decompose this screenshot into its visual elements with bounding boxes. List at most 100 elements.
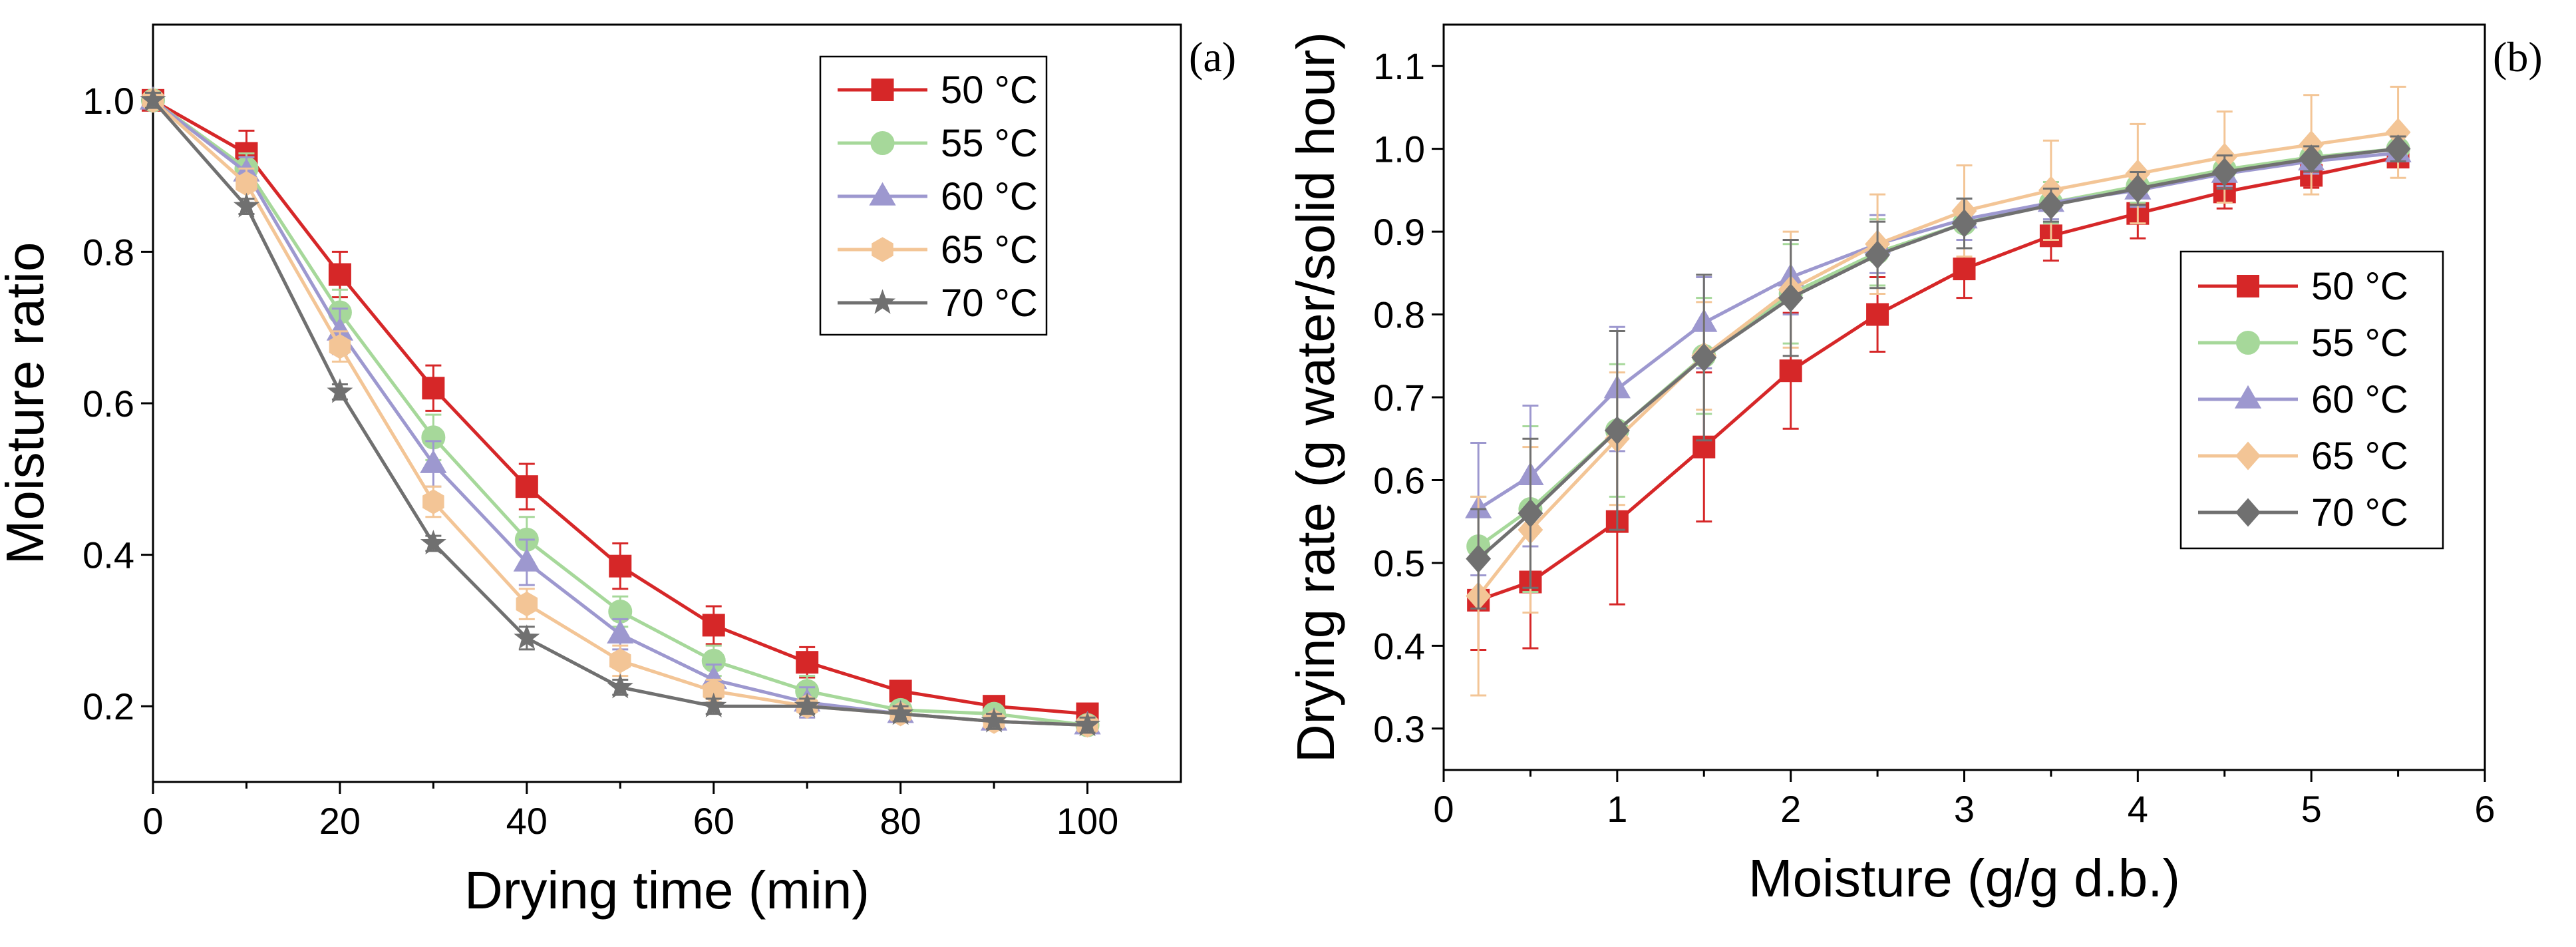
x-tick-label: 2 [1780, 788, 1801, 830]
x-tick-label: 1 [1607, 788, 1627, 830]
x-tick-label: 6 [2474, 788, 2495, 830]
data-point [1466, 544, 1492, 574]
data-point [1074, 711, 1101, 737]
y-tick-label: 1.0 [1373, 128, 1425, 170]
y-tick-label: 0.8 [82, 231, 134, 273]
data-point [887, 700, 914, 725]
y-tick-label: 0.6 [1373, 459, 1425, 501]
series-line [1477, 130, 2398, 598]
y-axis-title: Moisture ratio [0, 242, 55, 565]
data-point [701, 692, 727, 717]
panel-label: (b) [2493, 33, 2543, 81]
data-point [422, 489, 444, 514]
y-axis-title: Drying rate (g water/solid hour) [1286, 32, 1345, 763]
data-point [329, 333, 351, 359]
legend-label: 55 °C [941, 122, 1038, 165]
legend: 50 °C 55 °C 60 °C 65 °C 70 °C [819, 55, 1048, 336]
legend-label: 65 °C [2311, 435, 2408, 478]
data-point [609, 648, 631, 673]
x-tick-label: 0 [1433, 788, 1454, 830]
legend-marker [869, 182, 896, 206]
data-point [236, 171, 257, 196]
legend-marker [871, 79, 894, 101]
legend-label: 60 °C [2311, 378, 2408, 421]
legend-marker [2237, 275, 2259, 297]
data-point [2385, 134, 2411, 164]
x-tick-label: 100 [1056, 800, 1118, 842]
x-tick-label: 20 [319, 800, 361, 842]
legend: 50 °C 55 °C 60 °C 65 °C 70 °C [2179, 250, 2444, 550]
data-point [327, 378, 353, 403]
chart-panel-b: 0 1 2 3 4 5 6 0.3 0.4 0.5 0.6 0.7 0.8 0.9 1.0 1.1 Moistu… [1286, 23, 2543, 908]
y-tick-label: 0.4 [82, 534, 134, 576]
legend-marker [2235, 498, 2261, 527]
data-point [2211, 157, 2237, 187]
x-tick-label: 80 [880, 800, 921, 842]
series-line [1477, 147, 2398, 560]
y-tick-label: 1.0 [82, 80, 134, 122]
y-tick-label: 0.3 [1373, 708, 1425, 750]
data-point [702, 614, 725, 637]
series-line [1477, 151, 2398, 511]
y-tick-label: 0.9 [1373, 211, 1425, 253]
data-point [422, 377, 445, 400]
data-point [1951, 209, 1977, 238]
data-point [233, 192, 260, 218]
x-tick-label: 40 [506, 800, 548, 842]
data-point [607, 673, 633, 699]
data-point [2125, 174, 2151, 203]
x-axis-title: Moisture (g/g d.b.) [1748, 849, 2180, 908]
data-point [1865, 240, 1891, 270]
data-point [513, 548, 540, 572]
legend-label: 70 °C [941, 282, 1038, 325]
legend-marker [2234, 385, 2262, 409]
legend-label: 60 °C [941, 175, 1038, 218]
legend-marker [872, 237, 893, 262]
legend-marker [870, 131, 895, 155]
data-point [514, 624, 540, 650]
data-point [609, 554, 632, 578]
data-point [516, 591, 538, 617]
data-point [1953, 258, 1976, 281]
data-point [140, 87, 166, 112]
series-line [1478, 155, 2399, 602]
x-tick-label: 3 [1954, 788, 1975, 830]
data-point [2038, 190, 2064, 220]
data-point [1779, 359, 1802, 383]
x-tick-label: 0 [142, 800, 163, 842]
legend-label: 50 °C [941, 69, 1038, 112]
data-point [328, 263, 351, 286]
y-tick-label: 0.5 [1373, 542, 1425, 584]
data-point [1778, 284, 1804, 313]
legend-marker [869, 289, 896, 314]
legend-marker [2236, 331, 2260, 355]
x-tick-label: 60 [693, 800, 734, 842]
y-tick-label: 0.6 [82, 383, 134, 425]
data-point [1691, 343, 1717, 372]
chart-panel-a: 0 20 40 60 80 100 0.2 0.4 0.6 0.8 1.0 Drying time (… [0, 23, 1236, 920]
y-tick-label: 0.4 [1373, 625, 1425, 667]
data-point [796, 651, 819, 674]
data-point [515, 475, 538, 498]
legend-label: 50 °C [2311, 265, 2408, 308]
data-point [420, 529, 446, 555]
panel-label: (a) [1189, 33, 1236, 81]
data-point [1604, 416, 1630, 445]
data-point [420, 449, 447, 473]
legend-label: 55 °C [2311, 321, 2408, 365]
legend-marker [2235, 441, 2261, 471]
x-tick-label: 5 [2301, 788, 2322, 830]
legend-label: 70 °C [2311, 491, 2408, 534]
data-point [607, 620, 634, 644]
data-point [794, 692, 820, 717]
x-tick-label: 4 [2128, 788, 2148, 830]
data-point [2299, 144, 2325, 174]
y-tick-label: 0.2 [82, 685, 134, 727]
legend-label: 65 °C [941, 228, 1038, 272]
x-axis-title: Drying time (min) [464, 860, 870, 920]
y-tick-label: 0.8 [1373, 294, 1425, 336]
data-point [981, 707, 1007, 733]
series-70c [140, 87, 1101, 737]
y-tick-label: 0.7 [1373, 377, 1425, 419]
